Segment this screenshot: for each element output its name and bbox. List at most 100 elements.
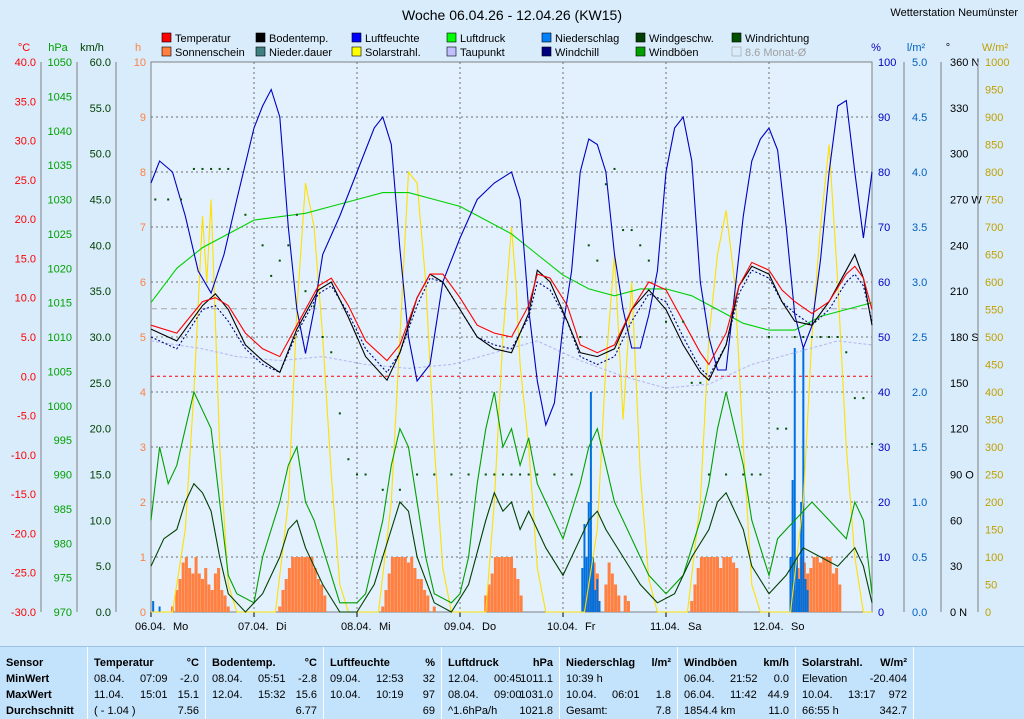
temp-tick-label: 10.0 <box>15 293 36 305</box>
bar-sonnenschein <box>812 557 816 612</box>
series-windgeschw <box>150 482 873 613</box>
rain-tick-label: 0.5 <box>912 552 927 564</box>
pressure-tick-label: 1045 <box>48 91 72 103</box>
legend-label: Windgeschw. <box>649 33 714 45</box>
series-solarstrahl <box>151 144 872 613</box>
temp-tick-label: 15.0 <box>15 253 36 265</box>
bar-niederschlag <box>594 590 597 612</box>
stats-date: 08.04. <box>212 673 243 685</box>
bar-sonnenschein <box>323 595 327 612</box>
series-windrichtung-point <box>828 336 831 338</box>
stats-time: 11:42 <box>730 689 757 701</box>
series-windrichtung-point <box>613 167 616 170</box>
legend-label: Bodentemp. <box>269 33 328 45</box>
solar-tick-label: 350 <box>985 415 1003 427</box>
stats-value: 11.0 <box>768 705 789 717</box>
stats-time: 09:00 <box>494 689 522 701</box>
legend-label: Niederschlag <box>555 33 619 45</box>
bar-sonnenschein <box>313 568 317 612</box>
legend-label: Temperatur <box>175 33 231 45</box>
series-windrichtung-point <box>330 351 333 354</box>
bar-niederschlag <box>802 348 805 612</box>
bar-sonnenschein <box>519 595 523 612</box>
legend-swatch <box>541 32 552 43</box>
day-name-label: Do <box>482 621 496 633</box>
dir-tick-label: 90 O <box>950 470 974 482</box>
sun-tick-label: 7 <box>140 222 146 234</box>
series-windrichtung-point <box>295 213 298 216</box>
bar-sonnenschein <box>493 557 497 612</box>
legend-swatch <box>731 32 742 43</box>
series-windrichtung-point <box>768 336 770 338</box>
bar-sonnenschein <box>838 584 842 612</box>
solar-tick-label: 50 <box>985 580 997 592</box>
series-windrichtung-point <box>853 397 856 400</box>
bar-sonnenschein <box>696 568 700 612</box>
series-windrichtung-point <box>845 351 848 354</box>
bar-sonnenschein <box>207 584 211 612</box>
bar-sonnenschein <box>226 606 230 612</box>
series-windrichtung-point <box>381 488 384 491</box>
bar-niederschlag <box>804 579 807 612</box>
series-windrichtung-point <box>819 336 822 338</box>
weather-chart: Woche 06.04.26 - 12.04.26 (KW15) Wetters… <box>11 7 1018 633</box>
bar-niederschlag <box>587 502 590 612</box>
bar-sonnenschein <box>175 590 179 612</box>
rain-tick-label: 1.5 <box>912 442 927 454</box>
series-windrichtung-point <box>802 336 805 338</box>
bar-sonnenschein <box>278 606 282 612</box>
bar-sonnenschein <box>819 562 822 612</box>
series-windrichtung-point <box>433 473 436 476</box>
bar-sonnenschein <box>510 557 513 612</box>
series-windrichtung-point <box>484 473 487 476</box>
temp-tick-label: -20.0 <box>11 528 36 540</box>
rain-tick-label: 4.5 <box>912 112 927 124</box>
dir-tick-label: 120 <box>950 424 968 436</box>
series-windrichtung-point <box>871 442 873 445</box>
stats-value: 97 <box>422 689 435 701</box>
temp-tick-label: 35.0 <box>15 96 36 108</box>
stats-col-niederschlag: Niederschlag l/m² 10:39 h 10.04. 06:01 1.8 Ges… <box>560 647 678 719</box>
chart-legend: Temperatur Sonnenschein Bodentemp. Nieder.d… <box>161 32 809 59</box>
bar-sonnenschein <box>716 557 719 612</box>
solar-tick-label: 750 <box>985 195 1003 207</box>
stats-row-label: Durchschnitt <box>6 705 74 717</box>
bar-sonnenschein <box>506 557 510 612</box>
axis-unit-label: °C <box>18 42 30 54</box>
legend-swatch <box>635 32 646 43</box>
stats-date: 08.04. <box>94 673 125 685</box>
sun-tick-label: 2 <box>140 497 146 509</box>
day-date-label: 10.04. <box>547 621 578 633</box>
bar-sonnenschein <box>213 573 217 612</box>
humidity-tick-label: 0 <box>878 607 884 619</box>
stats-header: Sensor <box>6 657 44 669</box>
dir-tick-label: 30 <box>950 561 962 573</box>
series-windrichtung-point <box>192 167 195 170</box>
stats-unit: W/m² <box>880 657 907 669</box>
legend-label: Windböen <box>649 47 699 59</box>
bar-sonnenschein <box>291 557 295 612</box>
bar-niederschlag <box>793 348 796 612</box>
bar-sonnenschein <box>614 584 618 612</box>
wind-tick-label: 40.0 <box>90 240 111 252</box>
series-windrichtung-point <box>218 167 221 170</box>
rain-tick-label: 2.0 <box>912 387 927 399</box>
bar-sonnenschein <box>387 573 391 612</box>
pressure-tick-label: 1005 <box>48 366 72 378</box>
sun-tick-label: 6 <box>140 277 146 289</box>
bar-sonnenschein <box>223 595 227 612</box>
stats-value: 972 <box>888 689 907 701</box>
bar-sonnenschein <box>706 557 710 612</box>
bar-niederschlag <box>583 524 586 612</box>
series-windrichtung-point <box>725 473 728 476</box>
solar-tick-label: 250 <box>985 470 1003 482</box>
pressure-tick-label: 995 <box>54 435 72 447</box>
bar-sonnenschein <box>294 557 298 612</box>
series-windrichtung-point <box>338 412 341 415</box>
bar-sonnenschein <box>623 595 627 612</box>
legend-label: Taupunkt <box>460 47 505 59</box>
wind-tick-label: 20.0 <box>90 424 111 436</box>
day-name-label: Di <box>276 621 286 633</box>
stats-unit: % <box>425 657 435 669</box>
humidity-tick-label: 40 <box>878 387 890 399</box>
